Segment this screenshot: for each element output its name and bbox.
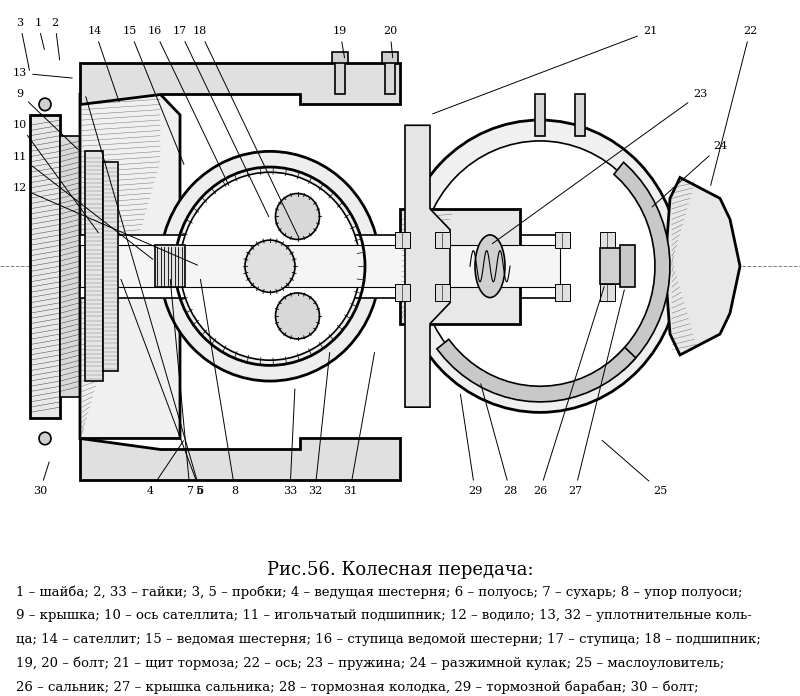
Polygon shape (665, 177, 740, 355)
Text: 29: 29 (461, 394, 482, 496)
Text: 21: 21 (433, 26, 657, 114)
Circle shape (245, 240, 295, 292)
Text: 1 – шайба; 2, 33 – гайки; 3, 5 – пробки; 4 – ведущая шестерня; 6 – полуось; 7 – : 1 – шайба; 2, 33 – гайки; 3, 5 – пробки;… (16, 586, 742, 599)
Circle shape (420, 141, 660, 391)
Text: 1: 1 (34, 18, 44, 49)
Text: 19: 19 (333, 26, 347, 58)
Polygon shape (80, 94, 180, 438)
Text: 22: 22 (710, 26, 757, 185)
Text: 10: 10 (13, 120, 98, 232)
Bar (575, 94, 585, 136)
Bar (80, 246, 560, 287)
Bar (620, 246, 635, 287)
Text: 11: 11 (13, 152, 153, 260)
Bar (535, 94, 545, 136)
Text: 3: 3 (17, 18, 30, 70)
Circle shape (160, 152, 380, 381)
Bar (435, 232, 450, 248)
Text: 15: 15 (123, 26, 184, 164)
Bar (332, 52, 348, 63)
Bar (155, 246, 185, 287)
Text: ца; 14 – сателлит; 15 – ведомая шестерня; 16 – ступица ведомой шестерни; 17 – ст: ца; 14 – сателлит; 15 – ведомая шестерня… (16, 633, 761, 646)
Text: 31: 31 (343, 352, 374, 496)
Bar (85, 152, 103, 381)
Text: 18: 18 (193, 26, 299, 237)
Bar (60, 136, 80, 397)
Circle shape (400, 120, 680, 412)
Text: 25: 25 (602, 441, 667, 496)
Text: 30: 30 (33, 462, 49, 496)
Bar (435, 284, 450, 301)
Text: 28: 28 (481, 383, 517, 496)
Bar (80, 235, 560, 298)
Text: 2: 2 (51, 18, 60, 60)
Circle shape (275, 293, 319, 339)
Bar (103, 161, 118, 370)
Circle shape (39, 98, 51, 111)
Bar (600, 232, 615, 248)
Bar (400, 209, 520, 324)
Bar (30, 115, 60, 418)
Text: 24: 24 (652, 141, 727, 207)
Text: 32: 32 (308, 352, 330, 496)
Polygon shape (80, 63, 400, 104)
Bar (600, 284, 615, 301)
Text: 12: 12 (13, 183, 198, 265)
Bar (385, 58, 395, 94)
Bar (555, 232, 570, 248)
Text: 19, 20 – болт; 21 – щит тормоза; 22 – ось; 23 – пружина; 24 – разжимной кулак; 2: 19, 20 – болт; 21 – щит тормоза; 22 – ос… (16, 657, 724, 670)
Circle shape (39, 432, 51, 445)
Text: 20: 20 (383, 26, 397, 58)
Text: 33: 33 (283, 389, 297, 496)
Polygon shape (80, 438, 400, 480)
Bar (555, 284, 570, 301)
Text: 4: 4 (146, 441, 183, 496)
Text: 17: 17 (173, 26, 269, 216)
Text: 26: 26 (533, 287, 604, 496)
Text: 13: 13 (13, 68, 72, 78)
Text: 9: 9 (17, 89, 78, 150)
Polygon shape (614, 162, 670, 370)
Circle shape (275, 193, 319, 239)
Text: 6: 6 (121, 279, 203, 496)
Text: 7: 7 (170, 279, 194, 496)
Text: 5: 5 (86, 97, 203, 496)
Text: 26 – сальник; 27 – крышка сальника; 28 – тормозная колодка, 29 – тормозной бараб: 26 – сальник; 27 – крышка сальника; 28 –… (16, 681, 698, 694)
Text: 8: 8 (201, 279, 238, 496)
Text: Рис.56. Колесная передача:: Рис.56. Колесная передача: (266, 561, 534, 579)
Text: 23: 23 (492, 89, 707, 244)
Text: 14: 14 (88, 26, 119, 102)
Bar (600, 248, 625, 284)
Bar (382, 52, 398, 63)
Ellipse shape (475, 235, 505, 298)
Polygon shape (405, 125, 450, 407)
Bar (395, 284, 410, 301)
Text: 27: 27 (568, 290, 624, 496)
Bar (395, 232, 410, 248)
Bar (335, 58, 345, 94)
Polygon shape (437, 340, 636, 402)
Text: 16: 16 (148, 26, 229, 185)
Circle shape (180, 172, 360, 361)
Text: 9 – крышка; 10 – ось сателлита; 11 – игольчатый подшипник; 12 – водило; 13, 32 –: 9 – крышка; 10 – ось сателлита; 11 – иго… (16, 610, 752, 622)
